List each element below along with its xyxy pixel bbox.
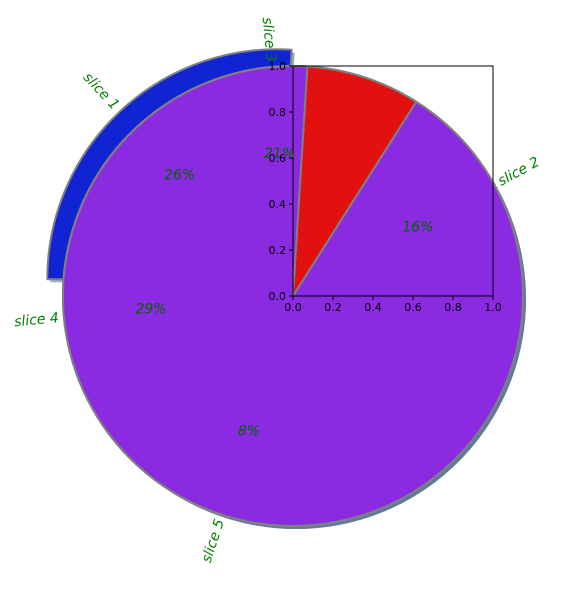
- axis-xtick-label: 0.6: [404, 301, 422, 314]
- axis-xtick-label: 0.8: [444, 301, 462, 314]
- pie-pct-5: 8%: [238, 424, 260, 440]
- axis-xtick-label: 0.2: [324, 301, 342, 314]
- axis-xtick-label: 1.0: [484, 301, 502, 314]
- axis-ytick-label: 0.4: [269, 198, 287, 211]
- axis-ytick-label: 0.8: [269, 106, 287, 119]
- axis-ytick-label: 1.0: [269, 60, 287, 73]
- pie-pct-3: 21%: [264, 146, 295, 162]
- pie-label-2: slice 2: [495, 154, 542, 190]
- pie-label-1: slice 1: [80, 70, 122, 114]
- axis-ytick-label: 0.0: [269, 290, 287, 303]
- axis-ytick-label: 0.2: [269, 244, 287, 257]
- axis-xtick-label: 0.0: [284, 301, 302, 314]
- pie-pct-2: 16%: [402, 219, 433, 235]
- axis-xtick-label: 0.4: [364, 301, 382, 314]
- pie-label-4: slice 4: [14, 310, 60, 330]
- pie-pct-4: 29%: [135, 301, 166, 317]
- pie-label-5: slice 5: [199, 517, 228, 565]
- pie-pct-1: 26%: [164, 167, 195, 183]
